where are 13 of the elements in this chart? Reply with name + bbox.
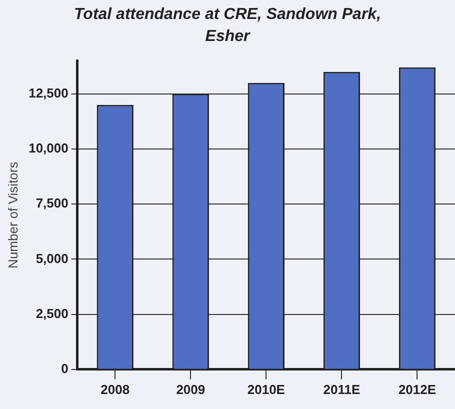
y-tick-label: 12,500 [28,85,68,100]
x-tick-label: 2011E [323,382,360,397]
y-tick-label: 2,500 [36,306,68,321]
chart-title: Total attendance at CRE, Sandown Park, Esher [72,5,382,47]
y-tick-label: 10,000 [28,140,68,156]
x-tick-label: 2009 [176,382,206,397]
y-tick-label: 7,500 [36,196,68,211]
x-tick-label: 2010E [247,382,286,397]
x-tick-label: 2008 [100,382,130,397]
y-tick-label: 5,000 [36,250,68,266]
y-tick-label: 0 [61,360,68,376]
x-tick-label: 2012E [398,382,436,397]
y-axis-title: Number of Visitors [5,161,20,268]
